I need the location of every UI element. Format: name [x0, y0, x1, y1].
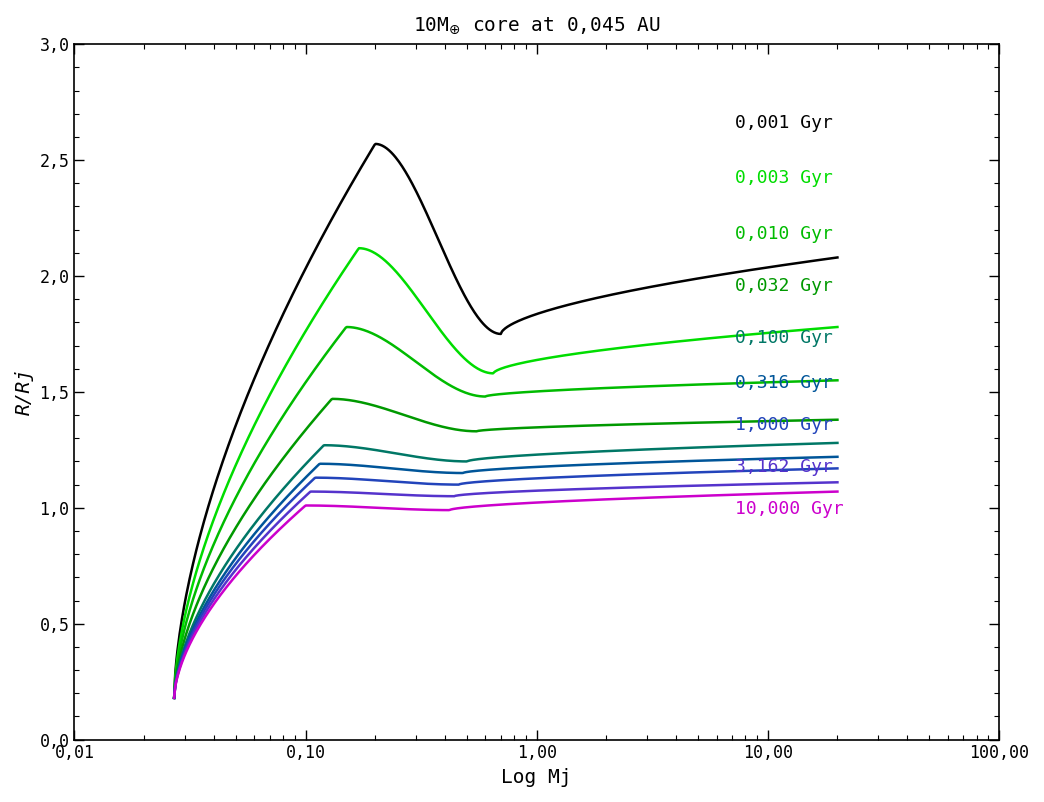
Text: 0,100 Gyr: 0,100 Gyr	[735, 330, 833, 347]
Text: 0,010 Gyr: 0,010 Gyr	[735, 225, 833, 243]
Y-axis label: R/Rj: R/Rj	[15, 368, 34, 415]
Text: 0,001 Gyr: 0,001 Gyr	[735, 114, 833, 132]
X-axis label: Log Mj: Log Mj	[501, 768, 572, 787]
Text: 0,032 Gyr: 0,032 Gyr	[735, 277, 833, 295]
Text: 0,003 Gyr: 0,003 Gyr	[735, 169, 833, 188]
Text: 1,000 Gyr: 1,000 Gyr	[735, 416, 833, 434]
Title: 10M$_{\oplus}$ core at 0,045 AU: 10M$_{\oplus}$ core at 0,045 AU	[413, 15, 661, 35]
Text: 3,162 Gyr: 3,162 Gyr	[735, 458, 833, 476]
Text: 0,316 Gyr: 0,316 Gyr	[735, 375, 833, 392]
Text: 10,000 Gyr: 10,000 Gyr	[735, 500, 845, 517]
